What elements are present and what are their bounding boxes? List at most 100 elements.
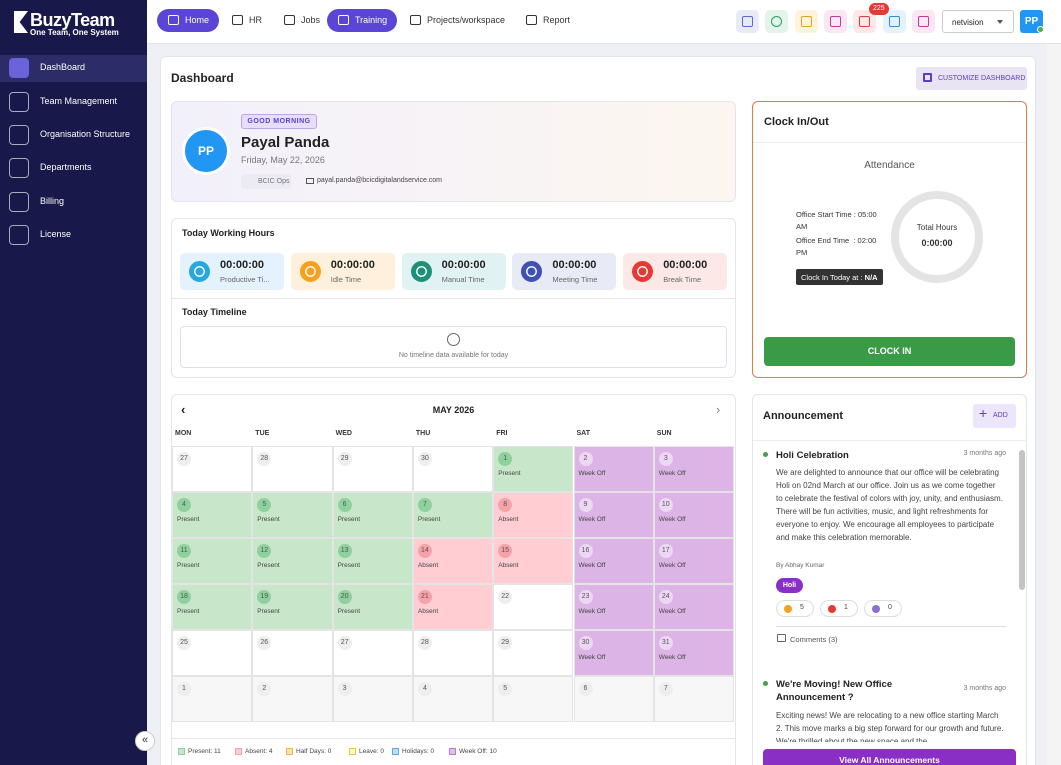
day-number: 6 <box>578 682 593 696</box>
total-label: Total Hours <box>916 223 958 232</box>
day-number: 23 <box>578 590 593 604</box>
announcement-body: We are delighted to announce that our of… <box>776 468 1003 542</box>
day-status: Week Off <box>658 608 686 615</box>
sidebar-item[interactable]: License <box>40 229 72 239</box>
nav-item[interactable]: Home <box>185 15 210 25</box>
nav-item[interactable]: Jobs <box>301 15 321 25</box>
toolbar-icon[interactable] <box>794 10 818 33</box>
toolbar-icon[interactable] <box>736 10 759 33</box>
day-number: 24 <box>658 590 673 604</box>
announcement-heading: We're Moving! New Office Announcement ? <box>776 679 893 703</box>
day-status: Present <box>337 516 360 523</box>
reaction[interactable] <box>864 600 902 617</box>
toolbar-icon[interactable] <box>853 10 877 33</box>
day-number: 15 <box>498 544 513 558</box>
legend-swatch <box>392 748 399 755</box>
department: BCIC Ops <box>258 178 290 185</box>
toolbar-icon[interactable] <box>882 10 906 33</box>
page-title: Dashboard <box>171 71 234 85</box>
weekday: TUE <box>255 430 270 437</box>
nav-item[interactable]: HR <box>249 15 262 25</box>
divider <box>776 626 1006 627</box>
sidebar-item[interactable]: Team Management <box>40 96 118 106</box>
day-status: Week Off <box>658 516 686 523</box>
nav-item[interactable]: Report <box>543 15 571 25</box>
clock-in-button[interactable]: CLOCK IN <box>764 337 1015 366</box>
customize-icon <box>923 73 932 82</box>
total-hours: 0:00:00 <box>921 238 953 248</box>
calendar-month: MAY 2026 <box>432 405 475 415</box>
announcement-title: Announcement <box>763 410 844 422</box>
legend-item: Week Off: 10 <box>459 748 497 755</box>
weekday: WED <box>335 430 352 437</box>
announcement-time: 3 months ago <box>963 685 1006 692</box>
toolbar-glyph <box>800 16 812 27</box>
profile-name: Payal Panda <box>241 134 330 151</box>
scrollbar <box>1047 44 1061 765</box>
announcement-time: 3 months ago <box>963 450 1006 457</box>
day-status: Present <box>337 608 360 615</box>
day-number: 30 <box>417 452 432 466</box>
day-status: Present <box>498 470 521 477</box>
day-number: 9 <box>578 498 593 512</box>
weekday: SUN <box>656 430 672 437</box>
notification-badge: 225 <box>869 3 889 15</box>
day-status: Week Off <box>578 654 606 661</box>
day-number: 29 <box>498 636 513 650</box>
nav-icon <box>284 15 295 25</box>
day-number: 18 <box>177 590 191 604</box>
calendar-cell[interactable] <box>653 538 735 584</box>
nav-item[interactable]: Projects/workspace <box>427 15 506 25</box>
add-label: ADD <box>993 412 1008 419</box>
customize-button[interactable]: CUSTOMIZE DASHBOARD <box>916 67 1027 90</box>
sidebar-item[interactable]: Departments <box>40 162 92 172</box>
comments-link[interactable]: Comments (3) <box>790 635 838 644</box>
next-month[interactable]: › <box>716 402 721 417</box>
sidebar-icon <box>9 125 29 145</box>
hours-label: Meeting Time <box>552 275 598 284</box>
prev-month[interactable]: ‹ <box>181 402 186 417</box>
toolbar-icon[interactable] <box>823 10 847 33</box>
day-number: 7 <box>658 682 673 696</box>
sidebar-icon <box>9 92 29 112</box>
office-end: Office End Time : 02:00 PM <box>796 236 879 257</box>
day-number: 27 <box>337 636 352 650</box>
weekday: THU <box>415 430 431 437</box>
office-start: Office Start Time : 05:00 AM <box>796 210 877 231</box>
nav-pill[interactable] <box>157 9 219 32</box>
hours-time: 00:00:00 <box>441 259 486 271</box>
reaction-count: 0 <box>888 604 892 611</box>
calendar-cell[interactable] <box>573 492 654 538</box>
toolbar-icon[interactable] <box>911 10 935 33</box>
calendar-cell[interactable] <box>493 676 574 722</box>
hours-title: Today Working Hours <box>182 228 275 238</box>
collapse-button[interactable]: « <box>135 731 155 751</box>
org-select[interactable]: netvision <box>942 10 1014 33</box>
profile-avatar: PP <box>182 127 230 175</box>
nav-icon <box>410 15 421 25</box>
nav-icon <box>338 15 349 25</box>
sidebar-item[interactable]: Billing <box>40 196 65 206</box>
timeline-empty-box <box>180 326 727 368</box>
nav-pill[interactable] <box>327 9 397 32</box>
nav-item[interactable]: Training <box>355 15 388 25</box>
reaction[interactable] <box>820 600 858 617</box>
sidebar-item[interactable]: DashBoard <box>40 62 86 72</box>
add-button[interactable]: ADD <box>973 404 1016 428</box>
clock-in-pill: Clock In Today at : N/A <box>796 269 883 285</box>
day-number: 17 <box>658 544 673 558</box>
day-number: 6 <box>337 498 352 512</box>
day-status: Present <box>417 516 441 523</box>
profile-date: Friday, May 22, 2026 <box>241 155 325 165</box>
day-number: 11 <box>177 544 191 558</box>
reaction[interactable] <box>776 600 814 617</box>
view-all-button[interactable]: View All Announcements <box>763 749 1016 765</box>
timeline-empty: No timeline data available for today <box>398 352 509 359</box>
day-number: 30 <box>578 636 593 650</box>
day-number: 31 <box>658 636 673 650</box>
calendar-cell[interactable] <box>573 584 654 630</box>
day-number: 4 <box>177 498 191 512</box>
sidebar-icon <box>9 158 29 178</box>
sidebar-item[interactable]: Organisation Structure <box>40 129 131 139</box>
